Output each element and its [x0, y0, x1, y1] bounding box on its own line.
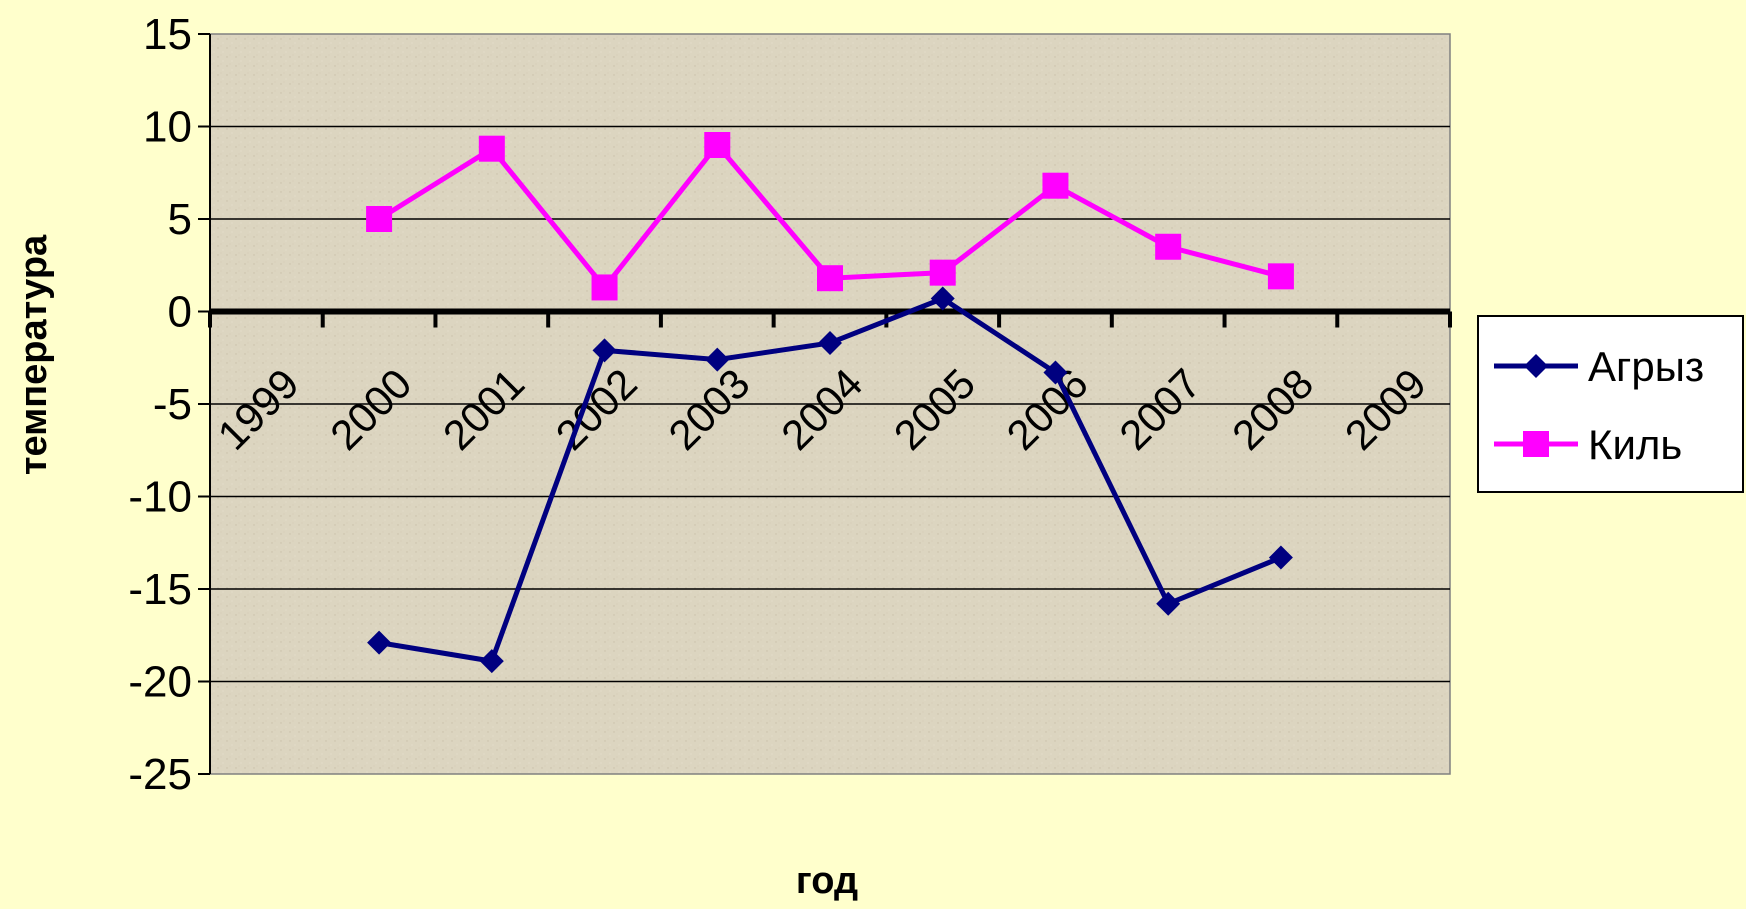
y-tick-label: 0: [168, 288, 192, 337]
series-square: [366, 132, 1294, 301]
data-point-square: [704, 132, 731, 158]
y-tick-label: -20: [128, 658, 192, 707]
data-point-square: [1267, 263, 1294, 290]
data-point-diamond: [592, 338, 617, 363]
series-diamond: [367, 286, 1293, 674]
data-point-diamond: [1156, 591, 1181, 616]
data-point-diamond: [818, 330, 842, 355]
y-tick-label: -15: [128, 565, 192, 614]
legend-item: Киль: [1494, 421, 1682, 468]
data-point-diamond: [930, 286, 955, 311]
data-point-diamond: [705, 347, 730, 372]
gridlines: [210, 125, 1450, 683]
data-point-square: [1042, 172, 1069, 199]
y-axis: 15 10 5 0 -5 -10 -15 -20 -25: [128, 10, 211, 799]
y-tick-label: 10: [143, 103, 192, 152]
data-point-diamond: [1043, 360, 1068, 385]
legend-label: Агрыз: [1588, 343, 1704, 390]
data-point-square: [366, 206, 393, 232]
y-axis-title: температура: [13, 234, 55, 475]
data-point-diamond: [479, 649, 504, 674]
x-axis-title: год: [796, 860, 858, 902]
legend-label: Киль: [1588, 421, 1682, 468]
legend-box: [1477, 315, 1744, 493]
data-point-square: [929, 259, 956, 286]
legend: Агрыз Киль: [1477, 315, 1744, 493]
y-tick-label: -25: [128, 750, 192, 799]
y-tick-label: -5: [153, 380, 192, 429]
series-layer: [366, 132, 1294, 674]
y-tick-label: 5: [168, 195, 192, 244]
data-point-diamond: [1268, 545, 1293, 570]
data-point-square: [478, 135, 505, 162]
legend-item: Агрыз: [1494, 343, 1704, 390]
legend-marker-square: [1523, 431, 1549, 457]
data-point-square: [817, 265, 843, 292]
data-point-diamond: [367, 630, 392, 655]
data-point-square: [1155, 233, 1182, 260]
y-tick-label: -10: [128, 473, 192, 522]
data-point-square: [591, 274, 618, 301]
y-tick-label: 15: [143, 10, 192, 59]
legend-marker-diamond: [1524, 354, 1548, 378]
